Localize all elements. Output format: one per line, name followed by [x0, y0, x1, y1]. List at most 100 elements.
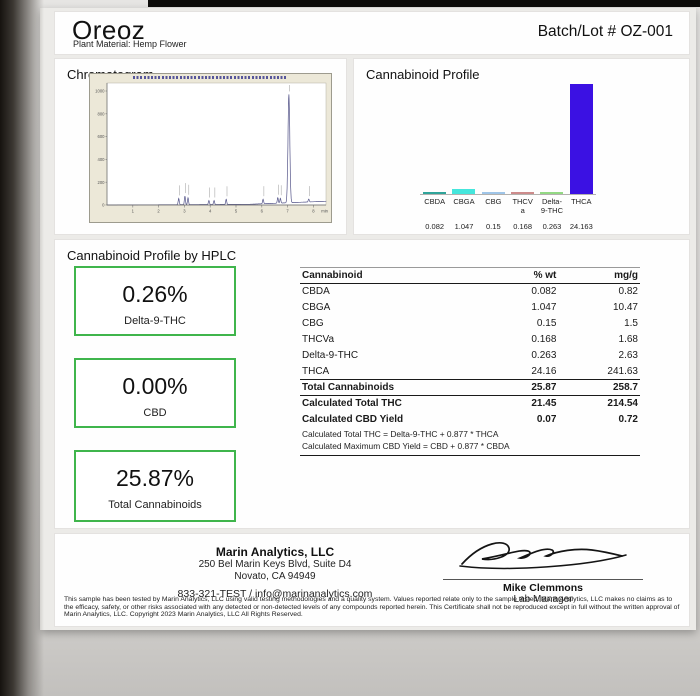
- summary-label: Delta-9-THC: [124, 315, 186, 327]
- bar-values: 0.082 1.047 0.15 0.168 0.263 24.163: [420, 215, 596, 231]
- table-row: Delta-9-THC 0.263 2.63: [300, 348, 640, 364]
- cell-mgg: 0.72: [618, 414, 638, 425]
- chromatogram-plot: 0 200 400 600 800 1000 1 2 3 4 5 6 7 8 min: [95, 82, 329, 214]
- bar-column: [449, 189, 478, 194]
- bar-value: 24.163: [569, 222, 593, 231]
- calculation-note: Calculated Maximum CBD Yield = CBD + 0.8…: [300, 440, 640, 456]
- product-name: Oreoz: [72, 15, 146, 45]
- bar-value: 1.047: [454, 222, 474, 231]
- chromatogram-frame: 0 200 400 600 800 1000 1 2 3 4 5 6 7 8 min: [89, 73, 332, 223]
- bar-labels: CBDA CBGA CBG THCV a Delta- 9-THC THCA: [420, 195, 596, 215]
- bar-column: [537, 192, 566, 194]
- svg-text:6: 6: [261, 209, 264, 214]
- disclaimer-text: This sample has been tested by Marin Ana…: [64, 596, 680, 619]
- svg-text:2: 2: [157, 209, 160, 214]
- photo-top-edge: [148, 0, 700, 7]
- signature-icon: [459, 541, 627, 570]
- footer-card: Marin Analytics, LLC 250 Bel Marin Keys …: [54, 533, 690, 627]
- cell-name: THCVa: [302, 334, 335, 345]
- bar-column: [567, 84, 596, 194]
- batch-lot-number: Batch/Lot # OZ-001: [537, 23, 673, 40]
- table-note-row: Calculated Total THC = Delta-9-THC + 0.8…: [300, 428, 640, 441]
- table-calc-row: Calculated CBD Yield 0.07 0.72: [300, 412, 640, 428]
- photo-left-edge: [0, 0, 44, 696]
- summary-box-total-cannabinoids: 25.87% Total Cannabinoids: [74, 450, 236, 522]
- cannabinoid-table: Cannabinoid % wt mg/g CBDA 0.082 0.82 CB…: [300, 267, 640, 456]
- bar-value: 0.082: [425, 222, 445, 231]
- cell-mgg: 258.7: [558, 379, 640, 396]
- bar-column: [508, 192, 537, 194]
- table-row: THCA 24.16 241.63: [300, 364, 640, 380]
- chromatogram-card: Chromatogram 0200400600800100012345678mi…: [54, 58, 347, 235]
- svg-text:800: 800: [98, 111, 106, 116]
- summary-value: 0.26%: [122, 281, 188, 307]
- bar-CBG: [481, 192, 505, 194]
- plant-material-label: Plant Material: Hemp Flower: [73, 39, 187, 49]
- svg-text:200: 200: [98, 180, 106, 185]
- bar-label: THCA: [571, 197, 592, 206]
- bar-label: CBG: [485, 197, 502, 206]
- bar-CBGA: [452, 189, 476, 194]
- cell-name: CBDA: [302, 286, 330, 298]
- cell-mgg: 1.68: [618, 334, 638, 345]
- summary-value: 0.00%: [122, 373, 188, 399]
- lab-address-block: Marin Analytics, LLC 250 Bel Marin Keys …: [115, 545, 435, 600]
- cell-name: CBGA: [302, 302, 331, 313]
- lab-name: Marin Analytics, LLC: [215, 545, 335, 559]
- bar-column: [479, 192, 508, 194]
- lab-address-line1: 250 Bel Marin Keys Blvd, Suite D4: [198, 559, 352, 570]
- profile-section-title: Cannabinoid Profile: [366, 67, 480, 82]
- table-total-row: Total Cannabinoids 25.87 258.7: [300, 379, 640, 396]
- hplc-card: Cannabinoid Profile by HPLC 0.26% Delta-…: [54, 239, 690, 529]
- cell-name: Delta-9-THC: [302, 350, 359, 361]
- column-header-wt: % wt: [476, 267, 559, 284]
- bar-value: 0.15: [486, 222, 501, 231]
- cell-wt: 0.168: [531, 334, 557, 345]
- cell-wt: 25.87: [476, 379, 559, 396]
- bar-THCVa: [511, 192, 535, 194]
- hplc-section-title: Cannabinoid Profile by HPLC: [67, 248, 237, 263]
- cell-wt: 1.047: [531, 302, 557, 313]
- table-row: CBG 0.15 1.5: [300, 316, 640, 332]
- column-header-mgg: mg/g: [558, 267, 640, 284]
- cell-mgg: 241.63: [607, 365, 638, 377]
- svg-text:1: 1: [132, 209, 135, 214]
- cell-mgg: 1.5: [624, 318, 638, 329]
- svg-text:600: 600: [98, 134, 106, 139]
- bar-label: CBGA: [453, 197, 475, 206]
- cell-name: CBG: [302, 318, 324, 329]
- cell-mgg: 2.63: [618, 350, 638, 361]
- column-header-cannabinoid: Cannabinoid: [300, 267, 477, 284]
- calculation-note: Calculated Total THC = Delta-9-THC + 0.8…: [302, 429, 499, 439]
- bar-CBDA: [423, 192, 447, 194]
- svg-text:min: min: [321, 209, 328, 214]
- table-header-row: Cannabinoid % wt mg/g: [300, 267, 640, 284]
- summary-label: CBD: [143, 407, 167, 419]
- signature-block: Mike Clemmons Lab Manager: [433, 536, 653, 605]
- header-card: Oreoz Plant Material: Hemp Flower Batch/…: [54, 11, 690, 55]
- summary-value: 25.87%: [115, 465, 194, 491]
- cell-mgg: 214.54: [607, 398, 638, 410]
- signer-name: Mike Clemmons: [503, 582, 583, 594]
- cell-wt: 0.15: [536, 318, 557, 329]
- signature-rule: [443, 579, 643, 580]
- svg-text:3: 3: [183, 209, 186, 214]
- table-row: CBGA 1.047 10.47: [300, 300, 640, 316]
- svg-text:1000: 1000: [95, 89, 105, 94]
- cell-wt: 0.263: [531, 350, 557, 361]
- cannabinoid-bar-chart: CBDA CBGA CBG THCV a Delta- 9-THC THCA 0.082 1.0…: [420, 83, 596, 231]
- svg-text:8: 8: [312, 209, 315, 214]
- bar-value: 0.168: [513, 222, 533, 231]
- cell-name: THCA: [302, 365, 330, 377]
- svg-text:7: 7: [286, 209, 289, 214]
- summary-box-delta9thc: 0.26% Delta-9-THC: [74, 266, 236, 336]
- cell-name: Calculated Total THC: [302, 398, 402, 410]
- signer-title: Lab Manager: [513, 594, 573, 605]
- lab-address-line2: Novato, CA 94949: [234, 570, 316, 582]
- bar-label: Delta- 9-THC: [540, 197, 564, 215]
- lab-contact: 833-321-TEST / info@marinanalytics.com: [177, 588, 373, 600]
- bar-THCA: [569, 84, 593, 194]
- svg-text:0: 0: [102, 203, 105, 208]
- table-calc-row: Calculated Total THC 21.45 214.54: [300, 396, 640, 412]
